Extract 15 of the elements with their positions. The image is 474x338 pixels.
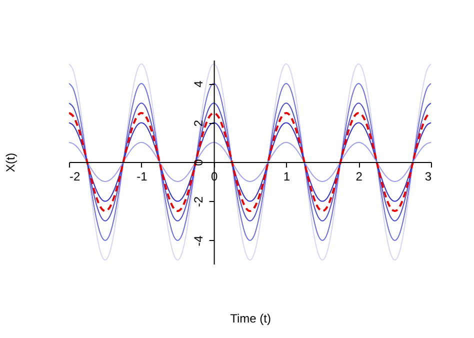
x-axis-title: Time (t)	[230, 312, 271, 326]
y-tick-label: 4	[191, 80, 206, 88]
y-tick-label: -2	[191, 196, 206, 208]
line-series	[69, 112, 431, 212]
line-series	[69, 142, 431, 182]
x-tick-label: 3	[424, 170, 432, 184]
line-series	[69, 102, 431, 222]
x-tick-label: -2	[70, 170, 80, 184]
x-tick-label: 1	[283, 170, 290, 184]
line-series	[69, 63, 431, 261]
y-axis-title: X(t)	[4, 152, 18, 172]
y-tick-label: 2	[191, 120, 206, 127]
x-tick-label: 2	[356, 170, 363, 184]
x-tick-label: -1	[136, 170, 148, 184]
y-tick-label: -4	[191, 235, 206, 246]
